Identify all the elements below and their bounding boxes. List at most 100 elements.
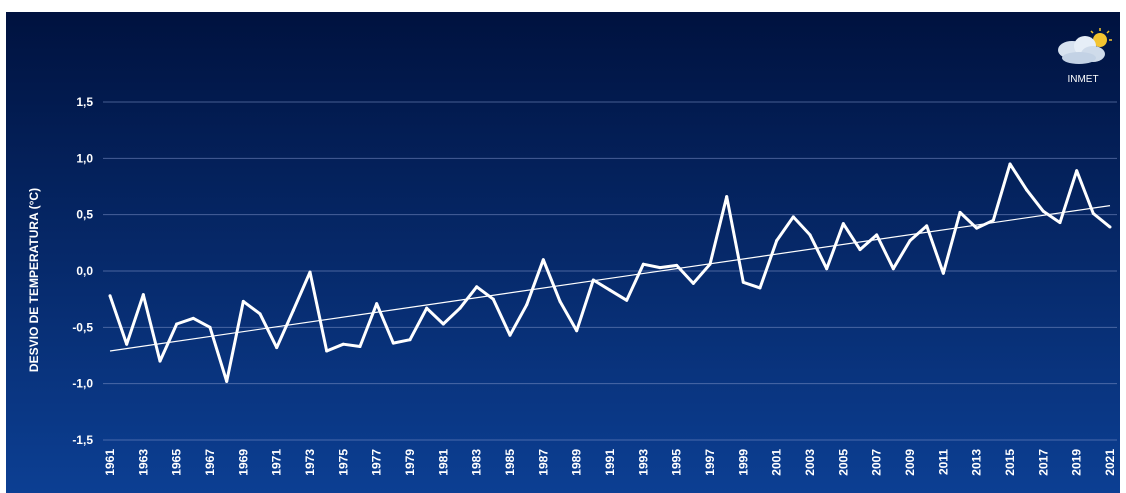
data-point — [391, 341, 395, 345]
data-point — [408, 338, 412, 342]
chart-background — [6, 12, 1120, 493]
data-point — [775, 239, 779, 243]
x-tick-label: 2005 — [836, 449, 850, 476]
x-tick-label: 1967 — [203, 449, 217, 476]
x-tick-label: 1961 — [103, 449, 117, 476]
y-tick-label: 1,0 — [76, 151, 93, 165]
data-point — [1108, 225, 1112, 229]
x-axis-ticks: 1961 1963 1965 1967 1969 1971 1973 1975 1977 1979… — [103, 449, 1117, 476]
series-layer — [108, 162, 1112, 383]
data-point — [1075, 169, 1079, 173]
data-point — [225, 379, 229, 383]
data-point — [758, 286, 762, 290]
data-point — [325, 349, 329, 353]
x-tick-label: 2007 — [870, 449, 884, 476]
data-point — [475, 285, 479, 289]
data-point — [1025, 188, 1029, 192]
y-axis-label: DESVIO DE TEMPERATURA (°C) — [27, 188, 41, 372]
data-point — [1041, 209, 1045, 213]
x-tick-label: 1975 — [336, 449, 350, 476]
data-point — [941, 271, 945, 275]
data-point — [425, 306, 429, 310]
data-point — [1091, 212, 1095, 216]
data-point — [358, 344, 362, 348]
data-point — [541, 258, 545, 262]
data-point — [741, 280, 745, 284]
x-tick-label: 1997 — [703, 449, 717, 476]
x-tick-label: 1979 — [403, 449, 417, 476]
x-tick-label: 1983 — [470, 449, 484, 476]
x-tick-label: 2003 — [803, 449, 817, 476]
y-tick-label: 0,5 — [76, 208, 93, 222]
x-tick-label: 1971 — [270, 449, 284, 476]
x-tick-label: 2015 — [1003, 449, 1017, 476]
data-point — [291, 308, 295, 312]
y-tick-label: -1,0 — [72, 377, 93, 391]
x-tick-label: 1965 — [170, 449, 184, 476]
x-tick-label: 2011 — [936, 449, 950, 475]
data-point — [558, 299, 562, 303]
x-tick-label: 2013 — [970, 449, 984, 476]
data-point — [708, 262, 712, 266]
data-point — [958, 210, 962, 214]
x-tick-label: 2001 — [770, 449, 784, 476]
data-point — [641, 262, 645, 266]
data-point — [975, 226, 979, 230]
cloud-sun-icon — [1058, 28, 1112, 64]
data-point — [341, 342, 345, 346]
data-point — [825, 267, 829, 271]
data-point — [875, 233, 879, 237]
data-point — [691, 281, 695, 285]
data-point — [841, 222, 845, 226]
data-point — [208, 325, 212, 329]
x-tick-label: 2009 — [903, 449, 917, 476]
x-tick-label: 1991 — [603, 449, 617, 476]
x-tick-label: 1993 — [636, 449, 650, 476]
data-point — [908, 239, 912, 243]
x-tick-label: 2021 — [1103, 449, 1117, 476]
data-point — [125, 342, 129, 346]
data-point — [891, 267, 895, 271]
data-point — [275, 346, 279, 350]
inmet-logo-text: INMET — [1067, 74, 1098, 85]
data-point — [108, 294, 112, 298]
y-tick-label: -1,5 — [72, 433, 93, 447]
data-point — [675, 263, 679, 267]
x-tick-label: 1999 — [736, 449, 750, 476]
data-point — [375, 302, 379, 306]
data-point — [625, 298, 629, 302]
data-point — [575, 329, 579, 333]
data-point — [458, 306, 462, 310]
x-tick-label: 1969 — [236, 449, 250, 476]
data-point — [608, 288, 612, 292]
data-point — [308, 270, 312, 274]
data-point — [258, 312, 262, 316]
data-point — [525, 303, 529, 307]
data-point — [508, 333, 512, 337]
x-tick-label: 1973 — [303, 449, 317, 476]
x-tick-label: 1977 — [370, 449, 384, 476]
data-point — [1058, 221, 1062, 225]
data-point — [808, 233, 812, 237]
data-point — [791, 215, 795, 219]
data-point — [491, 297, 495, 301]
x-tick-label: 2019 — [1070, 449, 1084, 476]
x-tick-label: 1985 — [503, 449, 517, 476]
x-tick-label: 1989 — [570, 449, 584, 476]
data-point — [191, 316, 195, 320]
data-point — [725, 195, 729, 199]
data-point — [591, 278, 595, 282]
y-axis-ticks: -1,5 -1,0 -0,5 0,0 0,5 1,0 1,5 — [72, 95, 93, 447]
data-point — [141, 293, 145, 297]
data-point — [158, 359, 162, 363]
y-tick-label: 0,0 — [76, 264, 93, 278]
x-tick-label: 1981 — [436, 449, 450, 476]
y-tick-label: 1,5 — [76, 95, 93, 109]
data-point — [241, 299, 245, 303]
data-point — [175, 322, 179, 326]
x-tick-label: 1963 — [136, 449, 150, 476]
x-tick-label: 1995 — [670, 449, 684, 476]
data-point — [858, 248, 862, 252]
